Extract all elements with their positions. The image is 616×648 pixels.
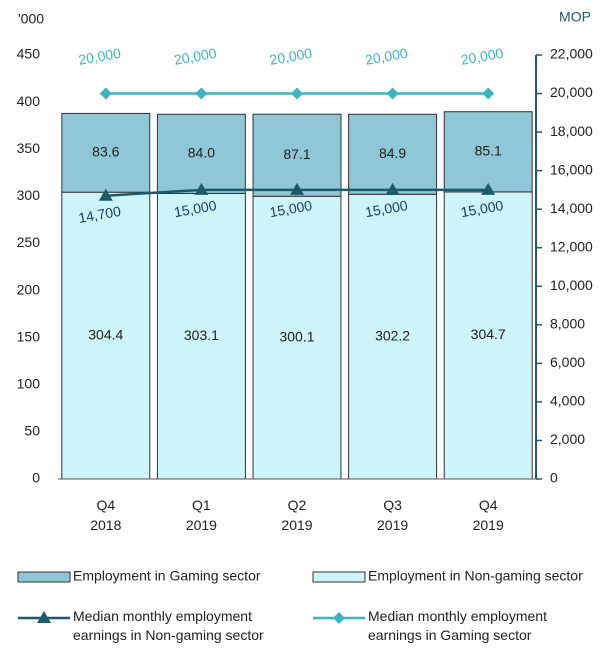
line-value-label: 20,000	[173, 45, 218, 68]
line-value-label: 14,700	[77, 203, 122, 226]
y-tick-label: 100	[17, 375, 41, 391]
y2-tick-label: 16,000	[550, 161, 593, 177]
y2-tick-label: 18,000	[550, 123, 593, 139]
y2-tick-label: 20,000	[550, 84, 593, 100]
y2-tick-label: 22,000	[550, 46, 593, 62]
bar-value-label: 304.4	[88, 326, 123, 342]
x-tick-label: Q1 2019	[186, 497, 217, 533]
y-tick-label: 150	[17, 328, 41, 344]
y-tick-label: 250	[17, 234, 41, 250]
bar-value-label: 84.9	[379, 145, 406, 161]
bar	[252, 113, 342, 197]
line-marker	[386, 87, 399, 100]
y2-tick-label: 4,000	[550, 393, 585, 409]
bar-value-label: 87.1	[283, 146, 310, 162]
legend-marker	[37, 611, 51, 623]
y2-tick-label: 10,000	[550, 277, 593, 293]
y2-tick-label: 2,000	[550, 431, 585, 447]
bar	[252, 195, 342, 480]
bar	[443, 111, 533, 193]
y2-tick-label: 12,000	[550, 238, 593, 254]
y2-tick-label: 8,000	[550, 316, 585, 332]
bar	[156, 192, 246, 480]
line-marker	[194, 182, 209, 195]
y-tick-label: 400	[17, 93, 41, 109]
bar	[156, 113, 246, 194]
line-value-label: 15,000	[173, 197, 218, 220]
x-tick-label: Q4 2018	[90, 497, 121, 533]
bar-value-label: 84.0	[188, 145, 215, 161]
line-value-label: 20,000	[77, 45, 122, 68]
bar-value-label: 304.7	[471, 326, 506, 342]
bar-value-label: 303.1	[184, 327, 219, 343]
line-value-label: 20,000	[268, 45, 313, 68]
line-value-label: 15,000	[364, 197, 409, 220]
line-marker	[481, 182, 496, 195]
y-tick-label: 450	[17, 46, 41, 62]
line-value-label: 20,000	[459, 45, 504, 68]
line-marker	[385, 182, 400, 195]
y-tick-label: 50	[24, 423, 40, 439]
bar	[61, 191, 151, 480]
legend-label: Employment in Non-gaming sector	[368, 568, 583, 584]
line-marker	[290, 182, 304, 195]
x-tick-label: Q2 2019	[281, 497, 312, 533]
bar-value-label: 85.1	[475, 143, 502, 159]
line-marker	[195, 87, 208, 100]
line-marker	[482, 87, 495, 100]
bar	[348, 113, 438, 195]
legend-label: Employment in Gaming sector	[73, 568, 261, 584]
y2-tick-label: 0	[550, 470, 558, 486]
bar-value-label: 300.1	[279, 328, 314, 344]
bar-value-label: 83.6	[92, 144, 119, 160]
y2-tick-label: 14,000	[550, 200, 593, 216]
line-value-label: 15,000	[459, 197, 504, 220]
line-marker	[291, 87, 303, 100]
y2-tick-label: 6,000	[550, 354, 585, 370]
x-tick-label: Q4 2019	[473, 497, 504, 533]
line-marker	[98, 188, 113, 201]
bar	[443, 191, 533, 480]
x-tick-label: Q3 2019	[377, 497, 408, 533]
y-tick-label: 0	[32, 470, 40, 486]
legend-marker	[333, 612, 345, 624]
y-tick-label: 300	[17, 187, 41, 203]
bar-value-label: 302.2	[375, 327, 410, 343]
y-tick-label: 200	[17, 281, 41, 297]
legend-swatch	[312, 571, 366, 583]
y-axis-label: '000	[18, 11, 44, 27]
line-marker	[99, 87, 112, 100]
line-value-label: 15,000	[268, 197, 313, 220]
line-value-label: 20,000	[364, 45, 409, 68]
y-tick-label: 350	[17, 140, 41, 156]
legend-label: Median monthly employment earnings in Gam…	[368, 608, 547, 643]
legend-label: Median monthly employment earnings in Non…	[73, 608, 264, 643]
y2-axis-label: MOP	[559, 9, 591, 25]
legend-swatch	[17, 571, 71, 583]
